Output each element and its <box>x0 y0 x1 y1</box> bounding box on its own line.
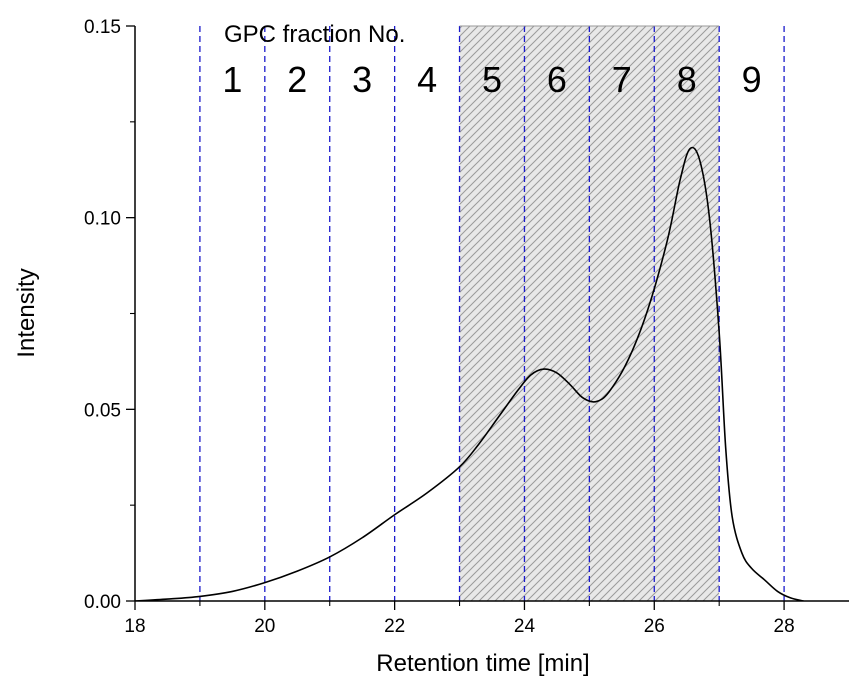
y-tick-label: 0.00 <box>84 592 121 613</box>
fraction-number: 6 <box>547 59 567 100</box>
y-tick-label: 0.15 <box>84 17 121 38</box>
x-axis-ticks: 18 20 22 24 26 28 <box>124 601 795 637</box>
x-tick-label: 26 <box>644 616 665 637</box>
x-tick-label: 28 <box>774 616 795 637</box>
x-tick-label: 22 <box>384 616 405 637</box>
y-tick-label: 0.10 <box>84 209 121 230</box>
fraction-number: 4 <box>417 59 437 100</box>
shaded-fraction-range <box>459 26 720 601</box>
y-axis-title: Intensity <box>13 268 40 357</box>
fraction-number: 5 <box>482 59 502 100</box>
x-tick-label: 18 <box>124 616 145 637</box>
fraction-number: 3 <box>352 59 372 100</box>
x-axis-title: Retention time [min] <box>376 650 589 677</box>
fraction-number: 9 <box>742 59 762 100</box>
x-tick-label: 24 <box>514 616 536 637</box>
intensity-curve <box>135 146 804 601</box>
fraction-number: 7 <box>612 59 632 100</box>
fraction-numbers: 1 2 3 4 5 6 7 8 9 <box>222 59 761 100</box>
fraction-number: 1 <box>222 59 242 100</box>
fraction-boundaries <box>199 26 785 601</box>
x-tick-label: 20 <box>254 616 275 637</box>
fraction-number: 8 <box>677 59 697 100</box>
y-tick-label: 0.05 <box>84 400 121 421</box>
y-axis-ticks: 0.00 0.05 0.10 0.15 <box>84 17 135 613</box>
fraction-number: 2 <box>287 59 307 100</box>
fraction-annotation-title: GPC fraction No. <box>224 21 405 48</box>
